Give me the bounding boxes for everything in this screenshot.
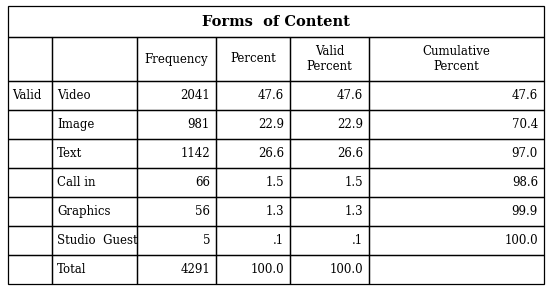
Text: 56: 56 [195,205,210,218]
Text: 1142: 1142 [181,147,210,160]
Bar [8,226,52,255]
Bar [290,168,369,197]
Bar [52,110,137,139]
Text: 1.3: 1.3 [344,205,363,218]
Bar [137,139,216,168]
Text: Forms  of Content: Forms of Content [202,14,350,29]
Text: 26.6: 26.6 [258,147,284,160]
Text: .1: .1 [273,234,284,247]
Bar [216,168,290,197]
Bar [52,197,137,226]
Text: 5: 5 [203,234,210,247]
Text: 47.6: 47.6 [337,89,363,102]
Bar [137,226,216,255]
Bar [290,37,369,81]
Bar [216,81,290,110]
Text: 100.0: 100.0 [505,234,538,247]
Bar [369,226,544,255]
Bar [290,81,369,110]
Text: Studio  Guest: Studio Guest [57,234,137,247]
Bar [290,255,369,284]
Bar [216,37,290,81]
Bar [216,226,290,255]
Bar [52,37,137,81]
Text: 2041: 2041 [181,89,210,102]
Bar [137,81,216,110]
Bar [369,81,544,110]
Text: 26.6: 26.6 [337,147,363,160]
Bar [8,197,52,226]
Text: 1.5: 1.5 [266,176,284,189]
Bar [137,168,216,197]
Bar [290,110,369,139]
Text: 98.6: 98.6 [512,176,538,189]
Text: Text: Text [57,147,82,160]
Text: Image: Image [57,118,94,131]
Bar [8,139,52,168]
Text: 1.3: 1.3 [266,205,284,218]
Text: Cumulative
Percent: Cumulative Percent [423,45,490,73]
Bar [290,197,369,226]
Bar [52,139,137,168]
Bar [216,197,290,226]
Text: Percent: Percent [230,52,276,65]
Bar [216,110,290,139]
Text: Call in: Call in [57,176,95,189]
Text: 100.0: 100.0 [330,263,363,276]
Text: 97.0: 97.0 [512,147,538,160]
Bar [216,255,290,284]
Bar [137,197,216,226]
Text: 70.4: 70.4 [512,118,538,131]
Text: 47.6: 47.6 [512,89,538,102]
Text: Total: Total [57,263,87,276]
Bar [290,226,369,255]
Bar [137,37,216,81]
Text: Frequency: Frequency [145,52,208,65]
Text: 47.6: 47.6 [258,89,284,102]
Bar [369,197,544,226]
Bar [8,168,52,197]
Text: 1.5: 1.5 [344,176,363,189]
Bar [369,168,544,197]
Bar [137,255,216,284]
Text: 100.0: 100.0 [251,263,284,276]
Bar [8,6,544,37]
Bar [52,255,137,284]
Bar [369,110,544,139]
Text: Valid
Percent: Valid Percent [306,45,352,73]
Bar [216,139,290,168]
Bar [290,139,369,168]
Text: 4291: 4291 [181,263,210,276]
Text: Graphics: Graphics [57,205,110,218]
Bar [137,110,216,139]
Bar [369,255,544,284]
Text: Valid: Valid [12,89,41,102]
Text: 22.9: 22.9 [337,118,363,131]
Bar [52,81,137,110]
Text: Video: Video [57,89,91,102]
Text: 99.9: 99.9 [512,205,538,218]
Bar [52,168,137,197]
Text: 981: 981 [188,118,210,131]
Text: 22.9: 22.9 [258,118,284,131]
Bar [8,255,52,284]
Bar [8,81,52,110]
Bar [369,37,544,81]
Bar [8,110,52,139]
Text: 66: 66 [195,176,210,189]
Bar [52,226,137,255]
Text: .1: .1 [352,234,363,247]
Bar [8,37,52,81]
Bar [369,139,544,168]
